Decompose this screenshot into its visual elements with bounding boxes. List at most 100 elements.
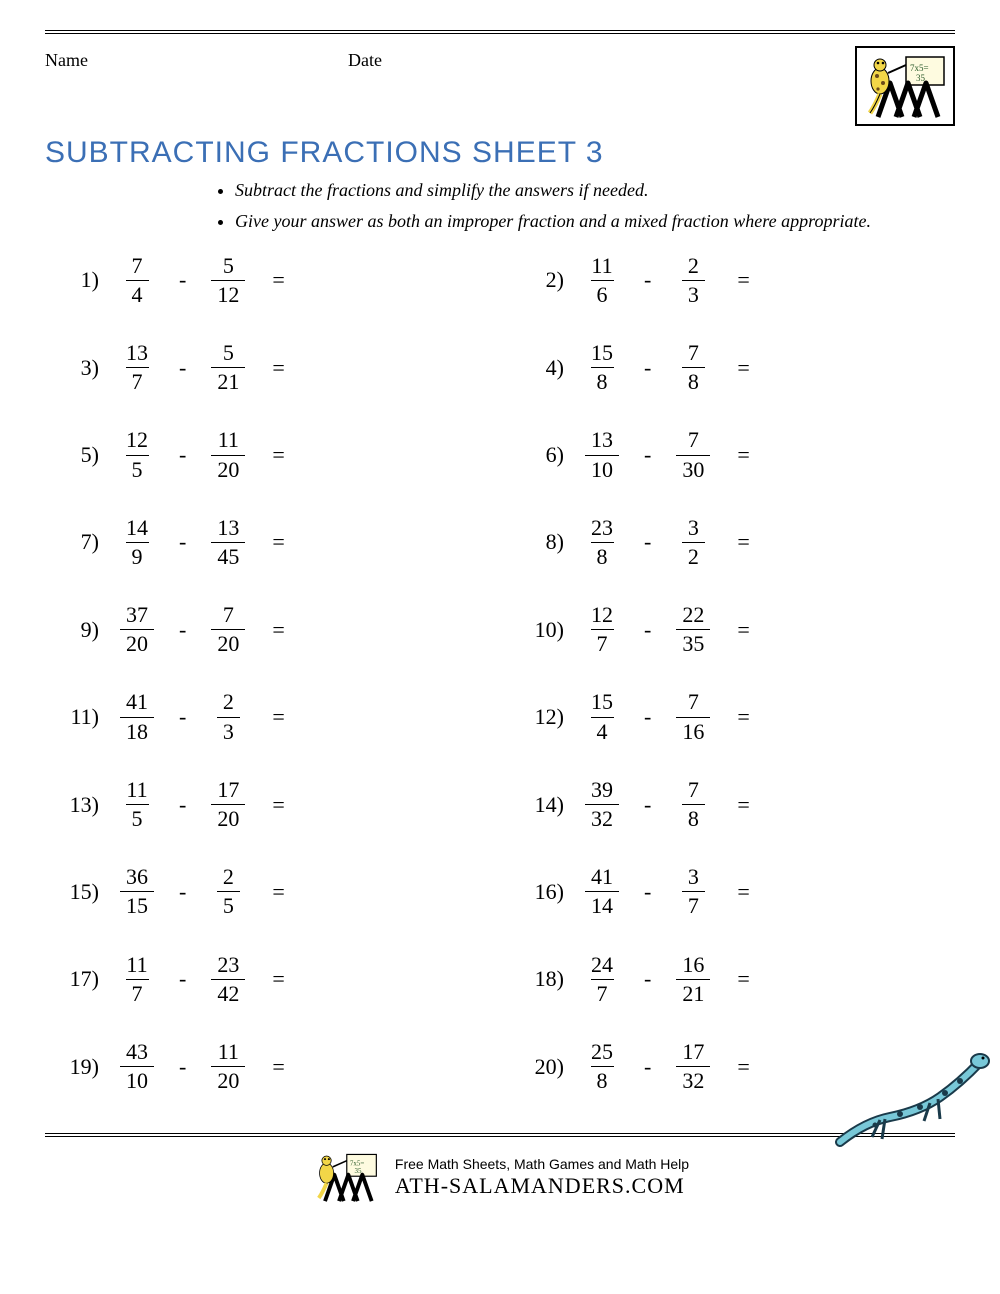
denominator: 7 xyxy=(126,367,149,394)
fraction-a: 4118 xyxy=(119,690,155,743)
problem: 7)149-1345= xyxy=(55,516,480,569)
equals-sign: = xyxy=(272,792,284,818)
fraction-a: 3615 xyxy=(119,865,155,918)
denominator: 3 xyxy=(682,280,705,307)
equals-sign: = xyxy=(272,1054,284,1080)
minus-sign: - xyxy=(179,267,186,293)
numerator: 7 xyxy=(217,603,240,629)
problem: 12)154-716= xyxy=(520,690,945,743)
fraction-b: 512 xyxy=(210,254,246,307)
fraction-b: 730 xyxy=(675,428,711,481)
problem: 16)4114-37= xyxy=(520,865,945,918)
numerator: 7 xyxy=(682,341,705,367)
equals-sign: = xyxy=(737,1054,749,1080)
worksheet-page: Name Date 7x5= 35 xyxy=(0,0,1000,1227)
numerator: 24 xyxy=(585,953,619,979)
minus-sign: - xyxy=(179,792,186,818)
fraction-b: 2235 xyxy=(675,603,711,656)
denominator: 8 xyxy=(591,367,614,394)
problem-number: 1) xyxy=(55,267,109,293)
denominator: 20 xyxy=(211,1066,245,1093)
fraction-a: 1310 xyxy=(584,428,620,481)
footer: 7x5= 35 Free Math Sheets, Math Games and… xyxy=(45,1147,955,1207)
fraction-a: 158 xyxy=(584,341,620,394)
denominator: 6 xyxy=(591,280,614,307)
numerator: 41 xyxy=(585,865,619,891)
equals-sign: = xyxy=(737,442,749,468)
instructions-list: Subtract the fractions and simplify the … xyxy=(195,176,955,236)
numerator: 16 xyxy=(676,953,710,979)
fraction-b: 78 xyxy=(675,341,711,394)
denominator: 30 xyxy=(676,455,710,482)
problem-number: 16) xyxy=(520,879,574,905)
numerator: 3 xyxy=(682,865,705,891)
equals-sign: = xyxy=(737,879,749,905)
denominator: 14 xyxy=(585,891,619,918)
date-label: Date xyxy=(348,50,382,71)
problem: 1)74-512= xyxy=(55,254,480,307)
denominator: 8 xyxy=(591,1066,614,1093)
equals-sign: = xyxy=(272,966,284,992)
fraction-a: 4114 xyxy=(584,865,620,918)
numerator: 14 xyxy=(120,516,154,542)
fraction-a: 4310 xyxy=(119,1040,155,1093)
numerator: 7 xyxy=(682,428,705,454)
fraction-a: 3720 xyxy=(119,603,155,656)
minus-sign: - xyxy=(179,879,186,905)
problem-number: 12) xyxy=(520,704,574,730)
problem-number: 20) xyxy=(520,1054,574,1080)
fraction-a: 258 xyxy=(584,1040,620,1093)
problem-number: 8) xyxy=(520,529,574,555)
minus-sign: - xyxy=(179,529,186,555)
denominator: 7 xyxy=(682,891,705,918)
numerator: 3 xyxy=(682,516,705,542)
numerator: 11 xyxy=(585,254,618,280)
denominator: 10 xyxy=(585,455,619,482)
denominator: 4 xyxy=(126,280,149,307)
minus-sign: - xyxy=(644,529,651,555)
minus-sign: - xyxy=(644,966,651,992)
numerator: 13 xyxy=(211,516,245,542)
footer-text: Free Math Sheets, Math Games and Math He… xyxy=(395,1156,689,1199)
minus-sign: - xyxy=(644,442,651,468)
denominator: 42 xyxy=(211,979,245,1006)
fraction-a: 117 xyxy=(119,953,155,1006)
fraction-b: 521 xyxy=(210,341,246,394)
fraction-b: 25 xyxy=(210,865,246,918)
problem-number: 2) xyxy=(520,267,574,293)
denominator: 8 xyxy=(591,542,614,569)
numerator: 11 xyxy=(212,1040,245,1066)
numerator: 2 xyxy=(682,254,705,280)
fraction-b: 1120 xyxy=(210,428,246,481)
svg-text:7x5=: 7x5= xyxy=(910,63,929,73)
fraction-b: 23 xyxy=(210,690,246,743)
name-date-fields: Name Date xyxy=(45,46,855,71)
numerator: 43 xyxy=(120,1040,154,1066)
fraction-b: 1732 xyxy=(675,1040,711,1093)
fraction-b: 716 xyxy=(675,690,711,743)
equals-sign: = xyxy=(272,617,284,643)
numerator: 17 xyxy=(676,1040,710,1066)
problem: 18)247-1621= xyxy=(520,953,945,1006)
problem: 8)238-32= xyxy=(520,516,945,569)
problem: 17)117-2342= xyxy=(55,953,480,1006)
numerator: 13 xyxy=(120,341,154,367)
numerator: 7 xyxy=(126,254,149,280)
denominator: 45 xyxy=(211,542,245,569)
fraction-b: 1720 xyxy=(210,778,246,831)
equals-sign: = xyxy=(737,966,749,992)
denominator: 35 xyxy=(676,629,710,656)
footer-brand: ATH-SALAMANDERS.COM xyxy=(395,1173,689,1199)
salamander-corner-icon xyxy=(830,1047,990,1157)
equals-sign: = xyxy=(272,442,284,468)
minus-sign: - xyxy=(644,792,651,818)
minus-sign: - xyxy=(179,966,186,992)
denominator: 20 xyxy=(211,804,245,831)
numerator: 12 xyxy=(120,428,154,454)
fraction-b: 720 xyxy=(210,603,246,656)
minus-sign: - xyxy=(179,704,186,730)
problem-number: 15) xyxy=(55,879,109,905)
numerator: 36 xyxy=(120,865,154,891)
fraction-a: 149 xyxy=(119,516,155,569)
problem-number: 4) xyxy=(520,355,574,381)
